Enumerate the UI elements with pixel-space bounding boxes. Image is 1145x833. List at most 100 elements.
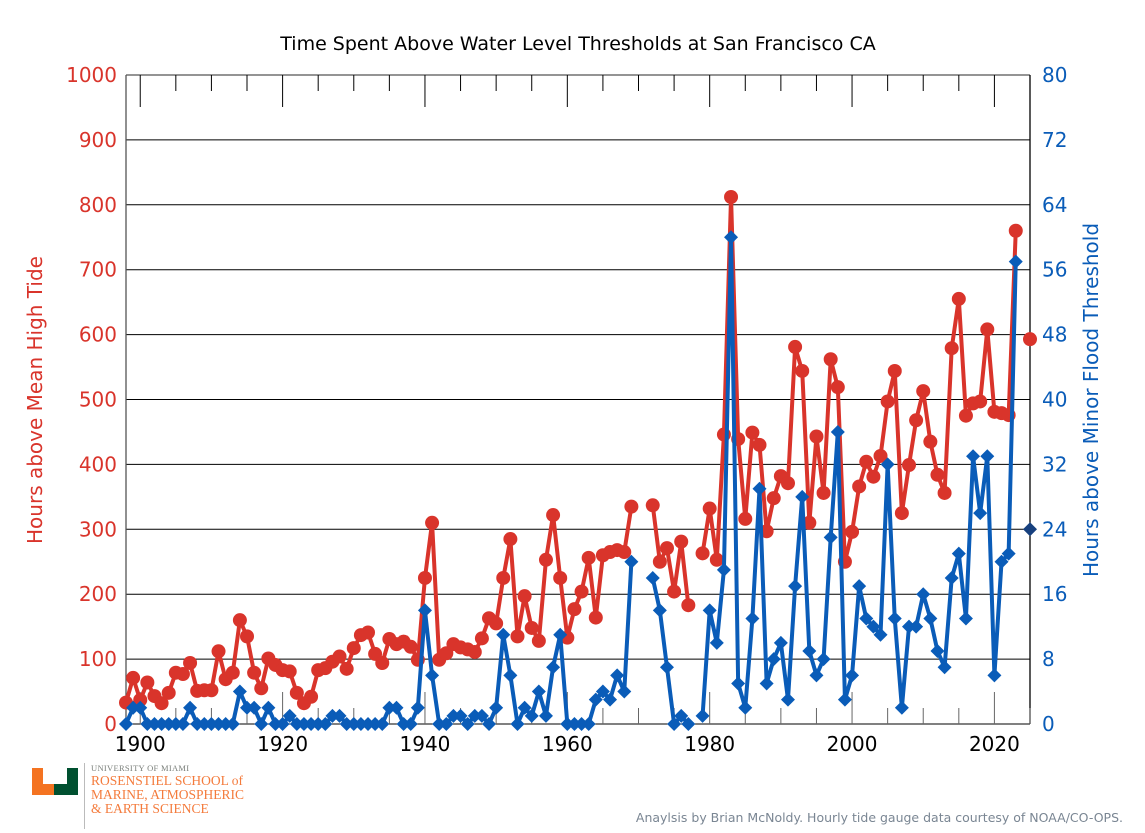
data-point: [467, 644, 482, 659]
data-point: [154, 717, 169, 731]
x-tick-label: 1960: [542, 732, 593, 756]
data-point: [218, 717, 233, 731]
data-point: [204, 717, 219, 731]
data-point: [133, 700, 148, 715]
y-left-tick-label: 700: [79, 258, 117, 282]
series-minor-flood: [119, 230, 1023, 731]
y-right-tick-label: 48: [1042, 323, 1067, 347]
y-right-tick-label: 24: [1042, 517, 1067, 541]
data-point: [724, 190, 739, 205]
data-point: [247, 665, 262, 680]
data-point: [1001, 546, 1016, 561]
data-point: [780, 692, 795, 707]
data-point: [254, 717, 269, 731]
x-tick-label: 2020: [969, 732, 1020, 756]
data-point: [909, 619, 924, 634]
data-point: [716, 562, 731, 577]
data-point: [944, 570, 959, 585]
data-point: [674, 534, 689, 549]
data-point: [645, 498, 660, 513]
data-point: [546, 508, 561, 523]
data-point: [894, 506, 909, 521]
data-point: [240, 700, 255, 715]
data-point: [126, 700, 141, 715]
data-point: [225, 665, 240, 680]
data-point: [197, 717, 212, 731]
data-point: [930, 643, 945, 658]
data-point: [510, 629, 525, 644]
data-point: [361, 625, 376, 640]
y-left-tick-label: 1000: [66, 63, 117, 87]
data-point: [681, 717, 696, 731]
data-point: [510, 717, 525, 731]
data-point: [161, 685, 176, 700]
series-line: [124, 561, 634, 726]
data-point: [702, 603, 717, 618]
data-point: [788, 579, 803, 594]
data-point: [752, 437, 767, 452]
data-point: [325, 708, 340, 723]
data-point: [553, 570, 568, 585]
data-point: [538, 708, 553, 723]
data-point: [659, 541, 674, 556]
y-left-tick-label: 900: [79, 128, 117, 152]
data-point: [467, 708, 482, 723]
data-point: [567, 717, 582, 731]
data-point: [524, 708, 539, 723]
data-point: [802, 515, 817, 530]
data-point: [595, 684, 610, 699]
data-point: [417, 603, 432, 618]
data-point: [382, 700, 397, 715]
data-point: [517, 589, 532, 604]
data-point: [752, 481, 767, 496]
data-point: [617, 684, 632, 699]
data-point: [567, 602, 582, 617]
data-point: [175, 667, 190, 682]
data-point: [396, 717, 411, 731]
data-point: [410, 700, 425, 715]
data-point: [681, 598, 696, 613]
partial-year-markers: [1023, 332, 1037, 537]
data-point: [460, 717, 475, 731]
data-point: [617, 545, 632, 560]
data-point: [624, 499, 639, 514]
data-point: [980, 449, 995, 464]
x-tick-label: 1920: [257, 732, 308, 756]
data-point: [916, 384, 931, 399]
data-point: [175, 717, 190, 731]
data-point: [268, 717, 283, 731]
data-point: [403, 717, 418, 731]
data-point: [958, 408, 973, 423]
data-point: [538, 552, 553, 567]
data-point: [823, 352, 838, 367]
credit-text: Anaylsis by Brian McNoldy. Hourly tide g…: [635, 810, 1123, 825]
series-mean-high-tide: [119, 190, 1023, 711]
data-point: [417, 570, 432, 585]
data-point: [311, 717, 326, 731]
data-point: [880, 394, 895, 409]
data-point: [738, 700, 753, 715]
data-point: [574, 584, 589, 599]
university-logo: UNIVERSITY OF MIAMI ROSENSTIEL SCHOOL of…: [32, 763, 282, 829]
data-point: [759, 676, 774, 691]
data-point: [133, 692, 148, 707]
y-left-tick-label: 300: [79, 517, 117, 541]
data-point: [894, 700, 909, 715]
data-point: [702, 501, 717, 516]
y-left-tick-label: 600: [79, 323, 117, 347]
data-point: [240, 629, 255, 644]
gridlines: [126, 139, 1030, 660]
data-point: [474, 631, 489, 646]
data-point: [375, 655, 390, 670]
data-point: [296, 717, 311, 731]
data-point: [425, 515, 440, 530]
data-point: [909, 413, 924, 428]
data-point: [845, 668, 860, 683]
data-point: [937, 485, 952, 500]
y-right-tick-label: 80: [1042, 63, 1067, 87]
y-left-tick-label: 100: [79, 647, 117, 671]
data-point: [560, 717, 575, 731]
y-right-tick-label: 56: [1042, 258, 1067, 282]
data-point: [795, 489, 810, 504]
data-point: [375, 717, 390, 731]
